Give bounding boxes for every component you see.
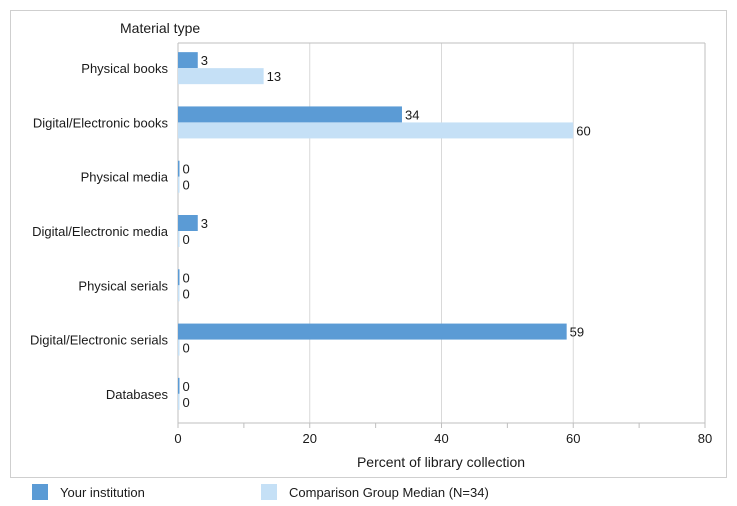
bar-your-institution [178, 377, 180, 394]
data-label: 3 [201, 216, 208, 231]
data-label: 0 [183, 270, 190, 285]
data-label: 0 [183, 232, 190, 247]
data-label: 0 [183, 379, 190, 394]
category-label: Physical media [81, 170, 169, 185]
x-tick-label: 60 [566, 431, 580, 446]
bar-comparison-median [178, 68, 264, 85]
legend-item-comparison-median: Comparison Group Median (N=34) [261, 484, 489, 500]
bar-comparison-median [178, 285, 180, 302]
legend-swatch-your-institution [32, 484, 48, 500]
legend-item-your-institution: Your institution [32, 484, 145, 500]
data-label: 34 [405, 107, 419, 122]
data-label: 3 [201, 53, 208, 68]
x-tick-label: 40 [434, 431, 448, 446]
legend-label-your-institution: Your institution [60, 484, 145, 500]
x-tick-label: 20 [303, 431, 317, 446]
x-axis-label: Percent of library collection [357, 454, 525, 470]
legend: Your institution Comparison Group Median… [10, 478, 727, 506]
data-label: 60 [576, 123, 590, 138]
data-label: 0 [183, 162, 190, 177]
bar-comparison-median [178, 231, 180, 247]
x-tick-label: 80 [698, 431, 712, 446]
category-label: Digital/Electronic media [32, 224, 169, 239]
bar-comparison-median [178, 176, 180, 193]
category-label: Physical serials [78, 278, 168, 293]
data-label: 0 [183, 286, 190, 301]
data-label: 0 [183, 341, 190, 356]
x-tick-label: 0 [174, 431, 181, 446]
data-label: 0 [183, 395, 190, 410]
category-label: Databases [106, 387, 169, 402]
data-label: 13 [267, 69, 281, 84]
bar-your-institution [178, 323, 567, 340]
bar-your-institution [178, 106, 402, 123]
bar-your-institution [178, 160, 180, 177]
bar-your-institution [178, 215, 198, 231]
bar-comparison-median [178, 122, 574, 139]
bar-comparison-median [178, 339, 180, 356]
chart-title: Material type [120, 20, 200, 36]
bar-comparison-median [178, 393, 180, 410]
data-label: 0 [183, 178, 190, 193]
chart-frame [10, 10, 727, 478]
category-label: Digital/Electronic serials [30, 333, 168, 348]
legend-label-comparison-median: Comparison Group Median (N=34) [289, 484, 489, 500]
bar-chart: Material type Physical books 3 13 Digital/E… [30, 20, 712, 470]
bar-your-institution [178, 52, 198, 69]
data-label: 59 [570, 325, 584, 340]
bar-your-institution [178, 269, 180, 286]
category-label: Digital/Electronic books [33, 115, 169, 130]
category-label: Physical books [81, 61, 168, 76]
legend-swatch-comparison-median [261, 484, 277, 500]
